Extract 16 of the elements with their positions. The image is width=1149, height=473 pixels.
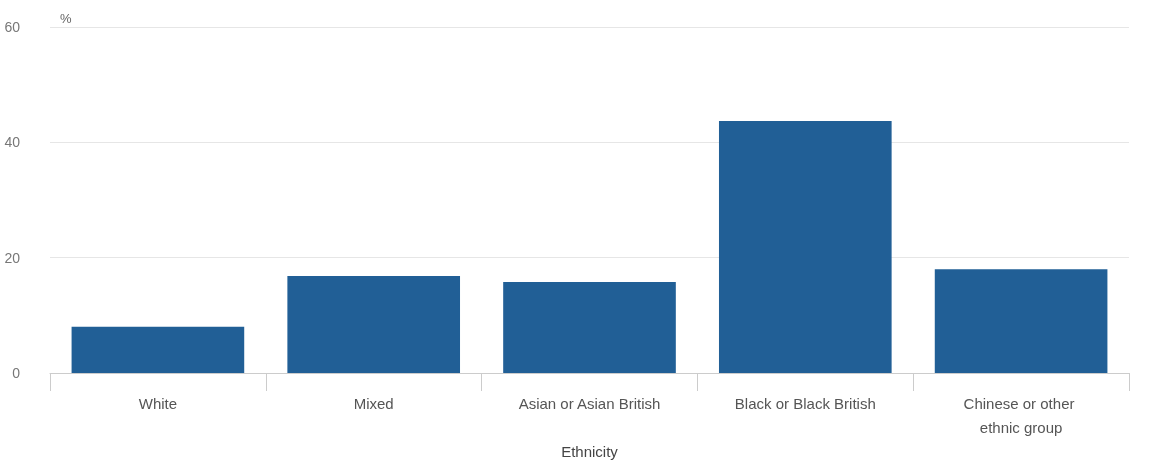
bar	[934, 269, 1108, 373]
y-tick-label: 0	[12, 365, 21, 381]
bar	[71, 326, 245, 373]
bar	[503, 281, 676, 373]
bar	[287, 276, 461, 373]
x-tick-label: Mixed	[353, 394, 394, 412]
x-tick-label: Asian or Asian British	[518, 394, 661, 412]
x-tick-label: White	[138, 394, 178, 412]
y-tick-label: 40	[4, 134, 21, 151]
x-tick-label: Black or Black British	[734, 394, 876, 412]
x-axis-title: Ethnicity	[561, 442, 619, 460]
y-axis-title: %	[60, 11, 72, 26]
bar	[718, 121, 892, 373]
y-tick-label: 60	[4, 19, 21, 35]
x-tick-label: Chinese or other ethnic group	[963, 394, 1079, 436]
y-tick-label: 20	[4, 249, 21, 266]
